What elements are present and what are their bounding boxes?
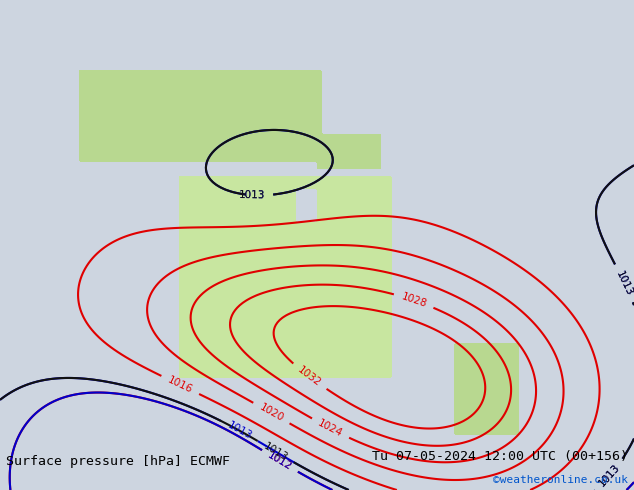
Text: ©weatheronline.co.uk: ©weatheronline.co.uk xyxy=(493,475,628,485)
Text: 1013: 1013 xyxy=(597,462,622,489)
Text: 1028: 1028 xyxy=(400,292,428,309)
Text: 1013: 1013 xyxy=(226,420,254,441)
Text: 1013: 1013 xyxy=(239,190,266,200)
Text: Tu 07-05-2024 12:00 UTC (00+156): Tu 07-05-2024 12:00 UTC (00+156) xyxy=(372,450,628,463)
Text: 1013: 1013 xyxy=(614,269,634,297)
Text: Surface pressure [hPa] ECMWF: Surface pressure [hPa] ECMWF xyxy=(6,455,230,468)
Text: 1012: 1012 xyxy=(266,450,294,472)
Text: 1012: 1012 xyxy=(266,450,294,472)
Text: 1016: 1016 xyxy=(166,375,194,395)
Text: 1032: 1032 xyxy=(296,365,323,389)
Text: 1013: 1013 xyxy=(262,441,290,463)
Text: 1013: 1013 xyxy=(614,269,634,297)
Text: 1024: 1024 xyxy=(316,418,344,439)
Text: 1013: 1013 xyxy=(597,462,622,489)
Text: 1013: 1013 xyxy=(239,190,266,200)
Text: 1020: 1020 xyxy=(257,402,285,424)
